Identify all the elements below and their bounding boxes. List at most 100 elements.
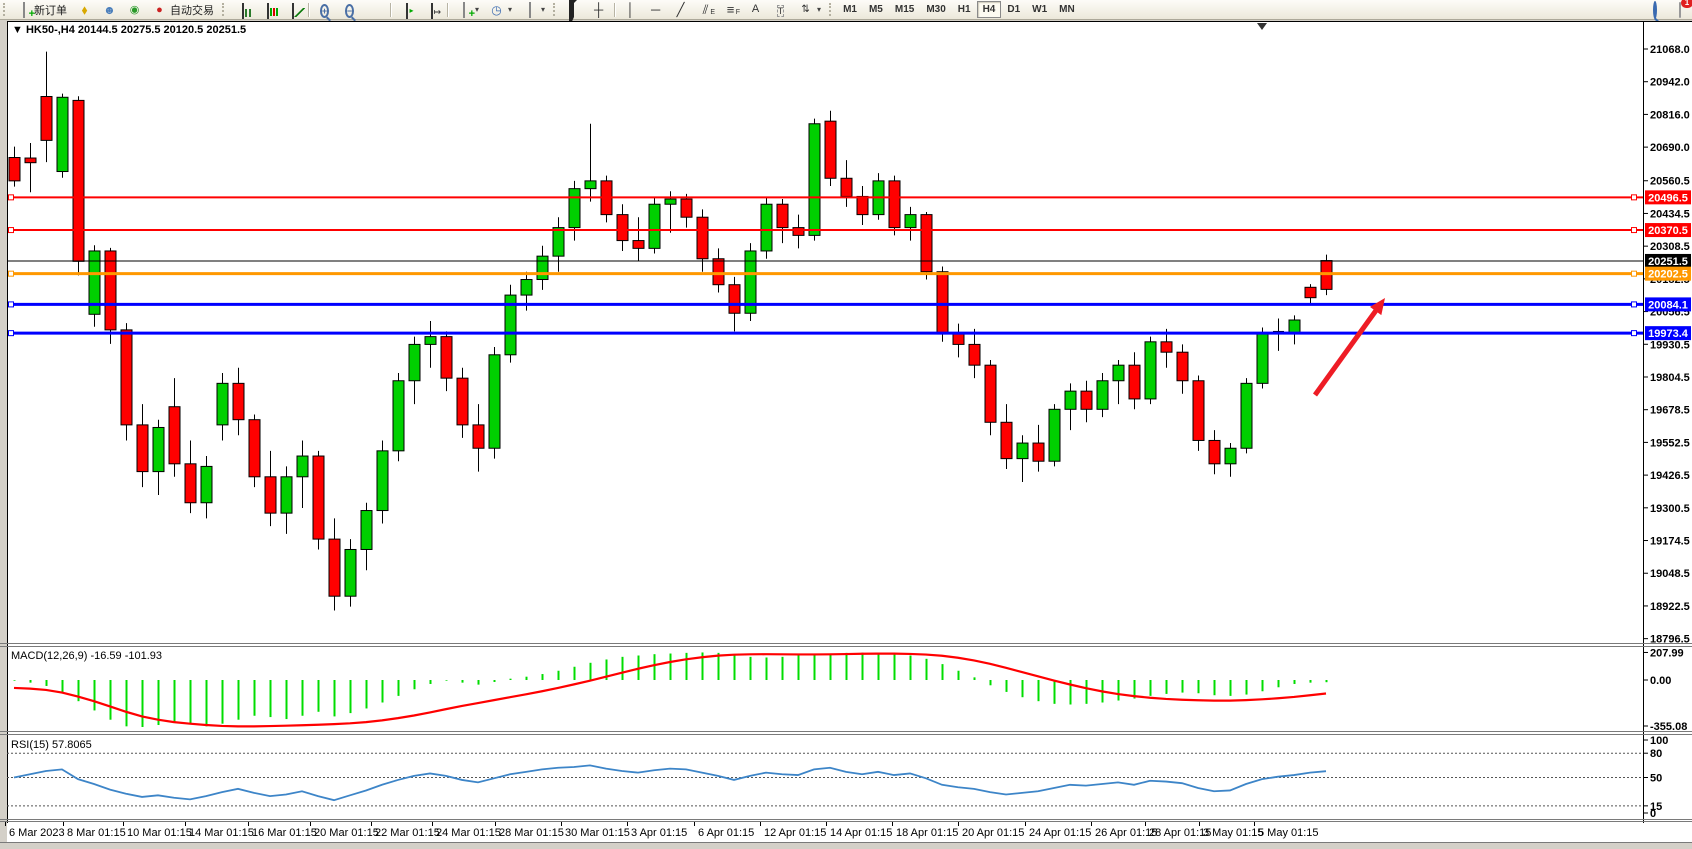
line-handle[interactable] bbox=[8, 194, 14, 201]
timeframe-button-w1[interactable]: W1 bbox=[1032, 4, 1048, 15]
auto-scroll-button[interactable] bbox=[419, 0, 444, 19]
text-button[interactable]: A bbox=[743, 0, 768, 19]
svg-text:30 Mar 01:15: 30 Mar 01:15 bbox=[565, 827, 630, 839]
toolbar-grip bbox=[222, 3, 227, 16]
community-button[interactable]: ☻ bbox=[97, 0, 122, 19]
equidistant-channel-button[interactable]: ⫽ E bbox=[693, 0, 718, 19]
trend-arrow[interactable] bbox=[1312, 304, 1382, 397]
toolbar-separator bbox=[447, 2, 448, 17]
cursor-icon bbox=[566, 0, 581, 28]
candles-layer bbox=[8, 51, 1333, 611]
trendline-icon: ╱ bbox=[676, 1, 685, 17]
new-order-button-label: 新订单 bbox=[34, 4, 67, 17]
svg-text:20202.5: 20202.5 bbox=[1648, 269, 1688, 281]
svg-text:20370.5: 20370.5 bbox=[1648, 225, 1688, 237]
timeframe-button-m30[interactable]: M30 bbox=[926, 4, 946, 15]
new-chart-button[interactable]: ▾ bbox=[451, 0, 484, 19]
crosshair-button[interactable]: ┼ bbox=[586, 0, 611, 19]
svg-text:20816.0: 20816.0 bbox=[1650, 109, 1690, 121]
timeframe-button-mn[interactable]: MN bbox=[1059, 4, 1075, 15]
svg-text:14 Apr 01:15: 14 Apr 01:15 bbox=[830, 827, 892, 839]
zoom-out-button[interactable]: − bbox=[337, 0, 362, 19]
zoom-in-button[interactable]: + bbox=[312, 0, 337, 19]
line-handle[interactable] bbox=[1631, 227, 1637, 234]
line-handle[interactable] bbox=[8, 301, 14, 308]
signal-icon: ◉ bbox=[129, 3, 140, 16]
line-handle[interactable] bbox=[8, 330, 14, 337]
candlestick-icon bbox=[260, 2, 275, 19]
timeframe-button-d1[interactable]: D1 bbox=[1007, 4, 1021, 15]
arrows-icon: ⇅ bbox=[801, 3, 810, 15]
timeframe-button-m15[interactable]: M15 bbox=[894, 4, 915, 15]
chevron-down-icon[interactable]: ▾ bbox=[475, 5, 480, 14]
chart-shift-icon bbox=[399, 2, 414, 19]
chart-title[interactable]: ▼ HK50-,H4 20144.5 20275.5 20120.5 20251… bbox=[12, 24, 246, 36]
line-handle[interactable] bbox=[1631, 194, 1637, 201]
rsi-label: RSI(15) 57.8065 bbox=[11, 739, 92, 751]
chevron-down-icon[interactable]: ▾ bbox=[817, 5, 822, 14]
price-chart[interactable]: 21068.0 20942.0 20816.0 20690.0 20560.5 20434… bbox=[0, 20, 1692, 849]
timeframe-button-m1[interactable]: M1 bbox=[843, 4, 857, 15]
svg-text:0: 0 bbox=[1650, 808, 1656, 820]
line-handle[interactable] bbox=[8, 227, 14, 234]
line-handle[interactable] bbox=[1631, 270, 1637, 277]
timeframe-button-h4[interactable]: H4 bbox=[976, 1, 1002, 18]
svg-text:20560.5: 20560.5 bbox=[1650, 176, 1690, 188]
new-chart-icon bbox=[456, 1, 471, 18]
indicators-icon bbox=[522, 1, 537, 18]
person-icon: ☻ bbox=[103, 2, 116, 17]
periods-button[interactable]: ◷ ▾ bbox=[484, 0, 517, 19]
chart-shift-button[interactable] bbox=[394, 0, 419, 19]
svg-text:28 Mar 01:15: 28 Mar 01:15 bbox=[499, 827, 564, 839]
trend-arrow-head[interactable] bbox=[1369, 298, 1385, 316]
svg-text:3 Apr 01:15: 3 Apr 01:15 bbox=[631, 827, 687, 839]
fibonacci-button[interactable]: ≡ F bbox=[718, 0, 743, 19]
indicators-button[interactable]: ▾ bbox=[517, 0, 550, 19]
zoom-out-icon: − bbox=[344, 3, 355, 18]
horizontal-line-button[interactable]: ─ bbox=[643, 0, 668, 19]
text-label-button[interactable]: T bbox=[768, 0, 793, 19]
clock-icon: ◷ bbox=[491, 2, 502, 17]
bar-chart-button[interactable] bbox=[230, 0, 255, 19]
line-handle[interactable] bbox=[1631, 301, 1637, 308]
chevron-down-icon[interactable]: ▾ bbox=[541, 5, 546, 14]
svg-text:21068.0: 21068.0 bbox=[1650, 44, 1690, 56]
svg-text:18 Apr 01:15: 18 Apr 01:15 bbox=[896, 827, 958, 839]
svg-text:8 Mar 01:15: 8 Mar 01:15 bbox=[67, 827, 126, 839]
svg-text:19426.5: 19426.5 bbox=[1650, 470, 1690, 482]
svg-text:20 Apr 01:15: 20 Apr 01:15 bbox=[962, 827, 1024, 839]
line-handle[interactable] bbox=[1631, 330, 1637, 337]
search-button[interactable] bbox=[1642, 0, 1667, 19]
toolbar-grip bbox=[553, 3, 558, 16]
horizontal-lines[interactable] bbox=[8, 194, 1643, 337]
vertical-line-button[interactable]: │ bbox=[618, 0, 643, 19]
chevron-down-icon[interactable]: ▾ bbox=[508, 5, 513, 14]
timeframe-button-m5[interactable]: M5 bbox=[868, 4, 883, 15]
cursor-button[interactable] bbox=[561, 0, 586, 28]
macd-label: MACD(12,26,9) -16.59 -101.93 bbox=[11, 650, 162, 662]
trendline-button[interactable]: ╱ bbox=[668, 0, 693, 19]
tile-windows-icon bbox=[367, 3, 382, 17]
timeframe-button-h1[interactable]: H1 bbox=[957, 4, 971, 15]
chart-shift-marker[interactable] bbox=[1257, 23, 1267, 30]
toolbar-separator bbox=[614, 2, 616, 17]
tile-windows-button[interactable] bbox=[362, 0, 387, 19]
candlestick-button[interactable] bbox=[255, 0, 280, 19]
text-label-icon: T bbox=[776, 4, 785, 17]
arrows-button[interactable]: ⇅ ▾ bbox=[793, 0, 826, 19]
chat-button[interactable]: 1 bbox=[1667, 0, 1692, 19]
svg-text:20496.5: 20496.5 bbox=[1648, 192, 1688, 204]
svg-text:24 Apr 01:15: 24 Apr 01:15 bbox=[1029, 827, 1091, 839]
price-axis[interactable]: 21068.0 20942.0 20816.0 20690.0 20560.5 20434… bbox=[1643, 44, 1690, 646]
line-handle[interactable] bbox=[8, 270, 14, 277]
signals-button[interactable]: ◉ bbox=[122, 0, 147, 19]
new-order-button[interactable]: 新订单 bbox=[11, 0, 72, 19]
svg-text:10 Mar 01:15: 10 Mar 01:15 bbox=[127, 827, 192, 839]
svg-text:26 Apr 01:15: 26 Apr 01:15 bbox=[1095, 827, 1157, 839]
svg-text:20942.0: 20942.0 bbox=[1650, 77, 1690, 89]
styler-button[interactable]: ⬧ bbox=[72, 0, 97, 19]
autotrading-button[interactable]: ● 自动交易 bbox=[147, 0, 219, 19]
line-chart-button[interactable] bbox=[280, 0, 305, 19]
